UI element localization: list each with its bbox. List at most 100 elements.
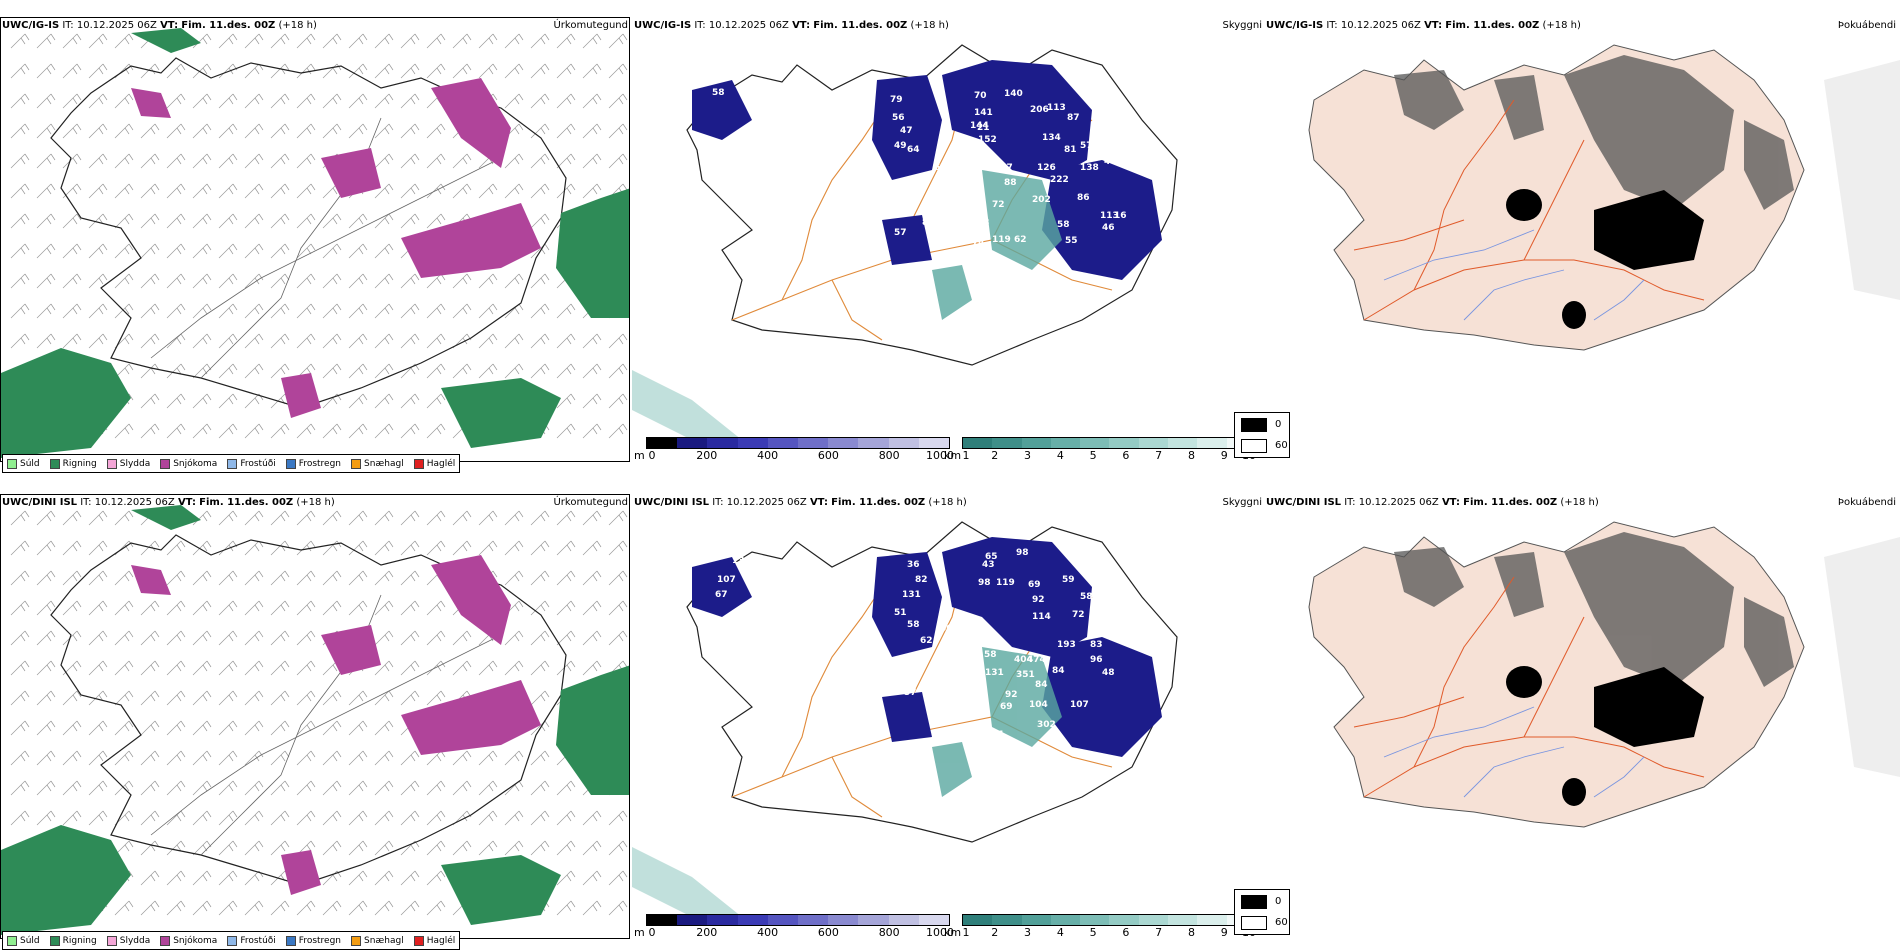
height-tick: 400	[757, 926, 779, 939]
wind-barb	[192, 243, 212, 259]
wind-barb	[426, 810, 446, 826]
wind-barb	[244, 273, 264, 289]
wind-barb	[322, 840, 342, 856]
visibility-value: 104	[1029, 700, 1048, 710]
wind-barb	[114, 423, 134, 439]
visibility-value: 107	[717, 575, 736, 585]
fog-panel-title: Þokuábendi	[1837, 20, 1896, 31]
wind-barb	[426, 33, 446, 49]
wind-barb	[62, 303, 82, 319]
wind-barb	[530, 63, 550, 79]
vt-label: VT:	[177, 497, 196, 508]
km-tick: 9	[1220, 926, 1228, 939]
rain-area	[131, 505, 201, 530]
wind-barb	[296, 183, 316, 199]
wind-barb	[192, 540, 212, 556]
wind-barb	[374, 720, 394, 736]
low-visibility-areas	[692, 537, 1162, 757]
wind-barb	[374, 93, 394, 109]
wind-barb	[88, 93, 108, 109]
wind-barb	[400, 273, 420, 289]
wind-barb	[296, 900, 316, 916]
height-bar-segment	[798, 915, 829, 925]
legend-item: Frostúði	[227, 935, 276, 946]
height-tick: 800	[878, 926, 900, 939]
wind-barb	[36, 33, 56, 49]
wind-barb	[582, 840, 602, 856]
wind-barb	[556, 423, 576, 439]
wind-barb	[322, 810, 342, 826]
visibility-value: 69	[1000, 702, 1013, 712]
height-colorbar	[646, 437, 950, 449]
wind-barb	[296, 153, 316, 169]
legend-label: Súld	[20, 935, 40, 946]
wind-barb	[166, 213, 186, 229]
height-tick: 1000	[926, 926, 954, 939]
wind-barb	[218, 810, 238, 826]
wind-barb	[374, 153, 394, 169]
visibility-value: 113	[1047, 103, 1066, 113]
wind-barb	[270, 600, 290, 616]
visibility-value: 56	[892, 113, 905, 123]
road-line	[150, 634, 502, 836]
wind-barb	[270, 423, 290, 439]
height-tick: 600	[817, 449, 839, 462]
wind-barb	[218, 660, 238, 676]
wind-barb	[296, 690, 316, 706]
wind-barb	[36, 273, 56, 289]
wind-barb	[296, 510, 316, 526]
wind-barb	[530, 213, 550, 229]
wind-barb	[322, 123, 342, 139]
visibility-panel: 133 107 67 36 82 131 51 58 62 60 75 77 43 98 119 65 98 69…	[632, 477, 1264, 952]
wind-barb	[452, 63, 472, 79]
visibility-value: 74	[972, 238, 985, 248]
wind-barb	[270, 183, 290, 199]
wind-barb	[608, 900, 628, 916]
legend-item: Frostúði	[227, 458, 276, 469]
wind-barb	[140, 423, 160, 439]
wind-barb	[10, 540, 30, 556]
wind-barb	[270, 840, 290, 856]
wind-barb	[166, 123, 186, 139]
wind-barb	[348, 570, 368, 586]
wind-barb	[36, 123, 56, 139]
wind-barb	[166, 333, 186, 349]
wind-barb	[374, 630, 394, 646]
visibility-value: 21	[977, 123, 990, 133]
wind-barb	[322, 63, 342, 79]
fog-map	[1308, 521, 1900, 828]
wind-barb	[166, 630, 186, 646]
wind-barb	[556, 540, 576, 556]
wind-barb	[36, 630, 56, 646]
precip-type-legend: Súld Rigning Slydda Snjókoma Frostúði Frostre…	[2, 931, 461, 950]
visibility-numbers: 48 58 105 79 56 47 49 64 58 67 70 70 141 144 152 140 206…	[712, 65, 1127, 348]
visibility-value: 64	[907, 145, 920, 155]
wind-barb	[400, 540, 420, 556]
wind-barb	[10, 630, 30, 646]
km-tick: 7	[1155, 926, 1163, 939]
wind-barb	[88, 780, 108, 796]
precip-map-frame	[0, 494, 630, 939]
wind-barb	[192, 393, 212, 409]
wind-barb	[218, 870, 238, 886]
height-bar-segment	[677, 438, 708, 448]
wind-barb	[400, 393, 420, 409]
wind-barb	[530, 183, 550, 199]
wind-barb	[88, 33, 108, 49]
snow-area	[401, 203, 541, 278]
visibility-value: 140	[1004, 89, 1023, 99]
rain-area	[556, 188, 629, 318]
visibility-value: 82	[915, 575, 928, 585]
height-bar-segment	[828, 915, 859, 925]
wind-barb	[348, 213, 368, 229]
wind-barb	[218, 750, 238, 766]
wind-barb	[192, 600, 212, 616]
wind-barb	[10, 303, 30, 319]
wind-barb	[62, 153, 82, 169]
wind-barb	[244, 363, 264, 379]
low-vis-area	[882, 215, 932, 265]
wind-barb	[114, 33, 134, 49]
model-name: UWC/IG-IS	[2, 20, 60, 31]
model-row-ig-is: UWC/IG-IS IT: 10.12.2025 06Z VT: Fim. 11…	[0, 0, 1900, 475]
wind-barb	[10, 720, 30, 736]
